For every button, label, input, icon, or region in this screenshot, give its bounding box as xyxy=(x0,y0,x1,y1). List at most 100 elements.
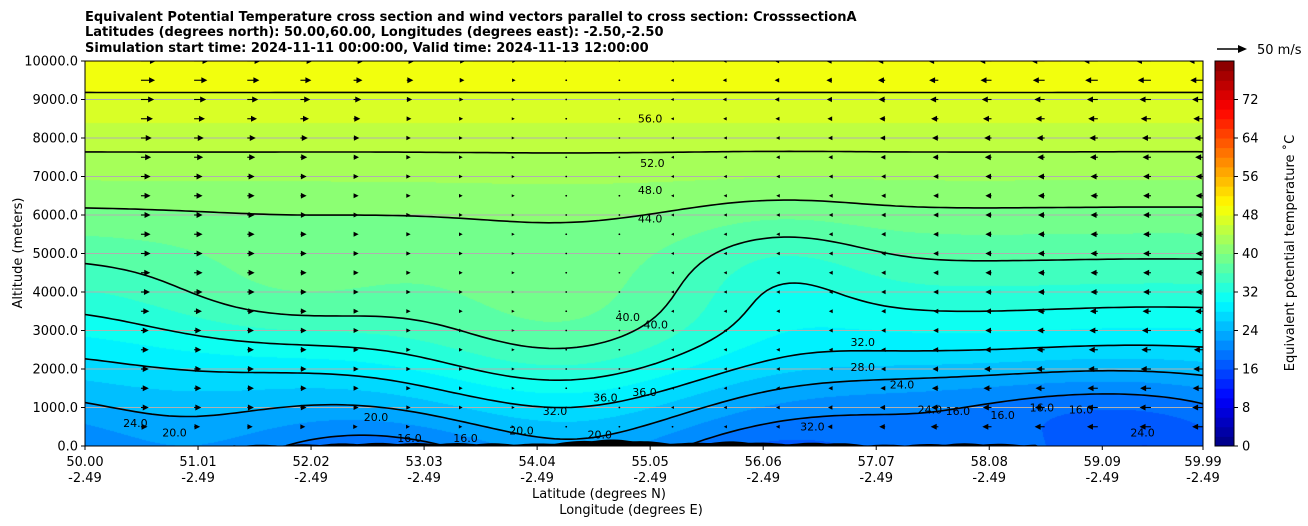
wind-vector-head xyxy=(776,328,780,333)
wind-vector-head xyxy=(1195,173,1202,180)
wind-vector-head xyxy=(723,155,727,159)
wind-vector-head xyxy=(300,385,307,392)
wind-vector-head xyxy=(248,289,255,295)
wind-vector-head xyxy=(254,61,261,64)
x-tick-label-latitude: 59.99 xyxy=(1184,455,1221,470)
wind-vector-head xyxy=(671,367,674,371)
wind-vector-head xyxy=(1037,154,1044,161)
wind-vector xyxy=(565,425,568,428)
wind-vector-head xyxy=(880,135,886,141)
x-tick-label-latitude: 55.05 xyxy=(632,455,669,470)
wind-vector xyxy=(565,117,568,120)
wind-vector-head xyxy=(142,385,149,392)
wind-vector xyxy=(618,425,621,428)
wind-vector-head xyxy=(145,154,152,161)
wind-vector-head xyxy=(881,212,886,218)
wind-vector-head xyxy=(828,232,833,237)
y-tick-label: 6000.0 xyxy=(33,209,79,224)
wind-vector-head xyxy=(142,346,149,353)
wind-vector-head xyxy=(406,405,411,410)
wind-vector-head xyxy=(879,423,885,430)
wind-vector-head xyxy=(1143,269,1150,276)
wind-vector-head xyxy=(1195,192,1202,199)
colorbar-tick-label: 32 xyxy=(1242,286,1259,301)
wind-vector-head xyxy=(1137,77,1144,84)
wind-vector-head xyxy=(933,289,939,295)
wind-vector-head xyxy=(1089,308,1096,315)
wind-vector-head xyxy=(776,290,780,294)
wind-vector-head xyxy=(671,309,674,313)
x-tick-label-latitude: 52.02 xyxy=(292,455,329,470)
wind-vector-head xyxy=(300,327,307,334)
wind-vector-head xyxy=(511,367,515,371)
colorbar-tick-label: 0 xyxy=(1242,440,1250,455)
wind-vector-head xyxy=(1193,366,1200,372)
colorbar-band xyxy=(1215,89,1234,100)
wind-vector-head xyxy=(776,347,780,352)
wind-vector-head xyxy=(459,97,464,102)
wind-vector-head xyxy=(1032,77,1039,84)
wind-vector-head xyxy=(881,289,886,295)
wind-vector-head xyxy=(881,193,886,198)
wind-vector-head xyxy=(142,404,149,411)
wind-vector-head xyxy=(195,366,202,372)
wind-vector-head xyxy=(881,328,886,333)
wind-vector-head xyxy=(1195,308,1202,315)
wind-vector-head xyxy=(353,231,359,237)
wind-vector-head xyxy=(933,193,939,199)
wind-vector-head xyxy=(306,61,313,64)
wind-vector-head xyxy=(984,135,991,141)
wind-vector-head xyxy=(511,175,515,178)
wind-vector-head xyxy=(877,77,884,84)
wind-vector-head xyxy=(1194,135,1201,141)
colorbar-bands xyxy=(1215,61,1234,447)
colorbar-ticks: 0 8 16 24 32 40 48 56 64 72 xyxy=(1234,93,1259,455)
wind-vector-head xyxy=(827,405,833,410)
contour-label: 24.0 xyxy=(890,378,915,391)
wind-vector-head xyxy=(1195,212,1202,218)
colorbar-band xyxy=(1215,157,1234,168)
wind-vector-head xyxy=(1087,385,1094,392)
x-axis-label-latitude: Latitude (degrees N) xyxy=(532,487,666,502)
wind-vector xyxy=(618,194,621,197)
x-tick-label-longitude: -2.49 xyxy=(181,471,215,486)
wind-vector-head xyxy=(511,194,515,198)
contour-lines xyxy=(85,91,1203,446)
wind-vector-head xyxy=(201,77,208,84)
wind-vector-head xyxy=(459,270,463,275)
wind-vector-head xyxy=(459,290,463,294)
wind-vector-head xyxy=(983,385,990,392)
wind-vector-head xyxy=(827,135,833,141)
colorbar-band xyxy=(1215,205,1234,216)
wind-vector-head xyxy=(881,309,886,314)
wind-vector-head xyxy=(775,136,780,140)
wind-vector-head xyxy=(406,193,411,198)
x-axis: 50.00-2.4951.01-2.4952.02-2.4953.03-2.49… xyxy=(66,446,1222,486)
wind-vector-head xyxy=(828,367,833,371)
wind-vector-head xyxy=(459,213,463,217)
wind-vector-head xyxy=(459,367,463,371)
wind-vector-head xyxy=(1193,115,1200,122)
wind-vector-head xyxy=(774,77,780,83)
x-tick-label-latitude: 58.08 xyxy=(971,455,1008,470)
wind-vector-head xyxy=(247,366,254,372)
wind-vector-head xyxy=(511,252,515,255)
colorbar-band xyxy=(1215,234,1234,245)
wind-vector-head xyxy=(459,155,463,160)
colorbar-band xyxy=(1215,215,1234,226)
wind-vector-head xyxy=(197,154,204,161)
wind-vector-head xyxy=(195,404,202,411)
wind-vector-head xyxy=(511,117,515,121)
wind-vector xyxy=(565,252,568,255)
contour-line xyxy=(85,369,1203,440)
wind-vector-head xyxy=(828,251,833,256)
wind-vector-head xyxy=(1035,385,1042,392)
wind-vector-head xyxy=(1143,250,1150,257)
wind-vector-head xyxy=(300,346,307,353)
colorbar-band xyxy=(1215,378,1234,389)
wind-vector-head xyxy=(1031,61,1038,64)
wind-vector-head xyxy=(148,96,155,103)
wind-vector-head xyxy=(776,251,780,256)
wind-vector-head xyxy=(300,250,307,257)
wind-vector-head xyxy=(980,77,987,84)
